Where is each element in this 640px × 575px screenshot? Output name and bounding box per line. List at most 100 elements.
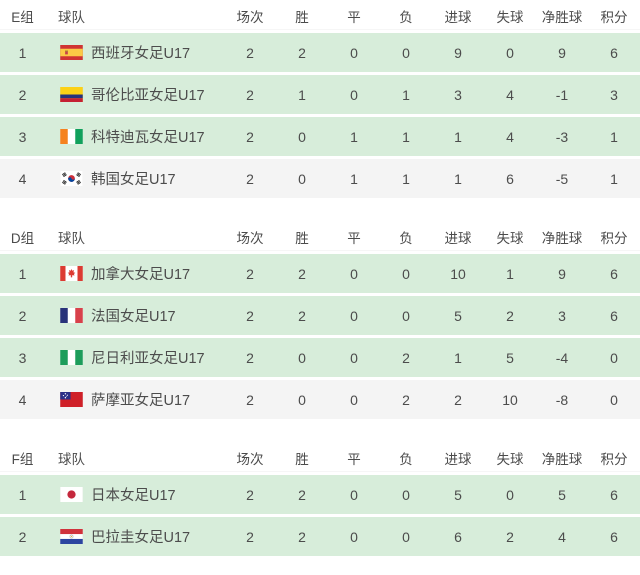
col-header-matches: 场次 <box>236 230 264 246</box>
stat-draws: 1 <box>350 128 358 145</box>
samoa-flag-icon <box>60 392 83 407</box>
stat-losses: 1 <box>402 86 410 103</box>
stat-matches: 2 <box>246 391 254 408</box>
group-table-f: F组 球队 场次 胜 平 负 进球 失球 净胜球 积分 1 日本女足U17 2 … <box>0 444 640 556</box>
stat-goals-for: 1 <box>454 170 462 187</box>
spain-flag-icon <box>60 45 83 60</box>
group-label: F组 <box>11 451 34 467</box>
stat-points: 6 <box>610 528 618 545</box>
stat-wins: 0 <box>298 391 306 408</box>
stat-wins: 2 <box>298 486 306 503</box>
stat-goals-against: 0 <box>506 44 514 61</box>
stat-goal-difference: -1 <box>555 86 569 103</box>
team-name: 西班牙女足U17 <box>91 46 191 62</box>
stat-losses: 0 <box>402 44 410 61</box>
col-header-goal-difference: 净胜球 <box>541 230 583 246</box>
stat-losses: 0 <box>402 528 410 545</box>
rank: 1 <box>18 486 27 503</box>
stat-draws: 1 <box>350 170 358 187</box>
team-name: 哥伦比亚女足U17 <box>91 88 205 104</box>
team-column-header: 球队 <box>58 230 85 246</box>
col-header-wins: 胜 <box>295 230 309 246</box>
stat-points: 1 <box>610 170 618 187</box>
team-row[interactable]: 1 日本女足U17 2 2 0 0 5 0 5 6 <box>0 475 640 514</box>
group-header-row: E组 球队 场次 胜 平 负 进球 失球 净胜球 积分 <box>0 2 640 30</box>
team-row[interactable]: 2 法国女足U17 2 2 0 0 5 2 3 6 <box>0 296 640 335</box>
stat-losses: 1 <box>402 128 410 145</box>
team-row[interactable]: 2 哥伦比亚女足U17 2 1 0 1 3 4 -1 3 <box>0 75 640 114</box>
japan-flag-icon <box>60 487 83 502</box>
stat-wins: 0 <box>298 349 306 366</box>
stat-goals-against: 2 <box>506 307 514 324</box>
stat-draws: 0 <box>350 528 358 545</box>
stat-losses: 0 <box>402 265 410 282</box>
stat-points: 6 <box>610 486 618 503</box>
stat-goal-difference: -5 <box>555 170 569 187</box>
team-name: 日本女足U17 <box>91 488 176 504</box>
rank: 4 <box>18 391 27 408</box>
col-header-matches: 场次 <box>236 451 264 467</box>
stat-goal-difference: 4 <box>558 528 566 545</box>
france-flag-icon <box>60 308 83 323</box>
stat-goals-for: 5 <box>454 307 462 324</box>
team-row[interactable]: 1 加拿大女足U17 2 2 0 0 10 1 9 6 <box>0 254 640 293</box>
team-row[interactable]: 1 西班牙女足U17 2 2 0 0 9 0 9 6 <box>0 33 640 72</box>
rank: 2 <box>18 86 27 103</box>
stat-draws: 0 <box>350 391 358 408</box>
col-header-draws: 平 <box>347 451 361 467</box>
team-name: 科特迪瓦女足U17 <box>91 130 205 146</box>
team-name: 法国女足U17 <box>91 309 176 325</box>
team-column-header: 球队 <box>58 9 85 25</box>
rank: 4 <box>18 170 27 187</box>
stat-draws: 0 <box>350 86 358 103</box>
group-table-d: D组 球队 场次 胜 平 负 进球 失球 净胜球 积分 1 加拿大女足U17 2… <box>0 223 640 419</box>
stat-points: 0 <box>610 349 618 366</box>
stat-goal-difference: 9 <box>558 265 566 282</box>
stat-matches: 2 <box>246 486 254 503</box>
team-row[interactable]: 2 巴拉圭女足U17 2 2 0 0 6 2 4 6 <box>0 517 640 556</box>
stat-goals-for: 9 <box>454 44 462 61</box>
col-header-goals-against: 失球 <box>496 451 524 467</box>
team-name: 萨摩亚女足U17 <box>91 393 191 409</box>
paraguay-flag-icon <box>60 529 83 544</box>
stat-wins: 2 <box>298 307 306 324</box>
stat-points: 1 <box>610 128 618 145</box>
stat-goal-difference: 9 <box>558 44 566 61</box>
col-header-goal-difference: 净胜球 <box>541 451 583 467</box>
col-header-losses: 负 <box>399 9 413 25</box>
stat-points: 3 <box>610 86 618 103</box>
stat-wins: 1 <box>298 86 306 103</box>
stat-draws: 0 <box>350 44 358 61</box>
col-header-goals-against: 失球 <box>496 9 524 25</box>
ivory-coast-flag-icon <box>60 129 83 144</box>
col-header-goals-for: 进球 <box>444 230 472 246</box>
stat-goals-against: 1 <box>506 265 514 282</box>
stat-wins: 0 <box>298 128 306 145</box>
team-row[interactable]: 3 科特迪瓦女足U17 2 0 1 1 1 4 -3 1 <box>0 117 640 156</box>
col-header-wins: 胜 <box>295 9 309 25</box>
team-name: 尼日利亚女足U17 <box>91 351 205 367</box>
stat-goals-for: 2 <box>454 391 462 408</box>
team-row[interactable]: 4 萨摩亚女足U17 2 0 0 2 2 10 -8 0 <box>0 380 640 419</box>
rank: 3 <box>18 349 27 366</box>
team-row[interactable]: 4 韩国女足U17 2 0 1 1 1 6 -5 1 <box>0 159 640 198</box>
stat-losses: 2 <box>402 349 410 366</box>
team-column-header: 球队 <box>58 451 85 467</box>
team-row[interactable]: 3 尼日利亚女足U17 2 0 0 2 1 5 -4 0 <box>0 338 640 377</box>
stat-matches: 2 <box>246 265 254 282</box>
rank: 3 <box>18 128 27 145</box>
stat-draws: 0 <box>350 265 358 282</box>
rank: 2 <box>18 528 27 545</box>
nigeria-flag-icon <box>60 350 83 365</box>
rank: 1 <box>18 44 27 61</box>
col-header-goals-for: 进球 <box>444 9 472 25</box>
group-table-e: E组 球队 场次 胜 平 负 进球 失球 净胜球 积分 1 西班牙女足U17 2… <box>0 2 640 198</box>
stat-goals-for: 6 <box>454 528 462 545</box>
canada-flag-icon <box>60 266 83 281</box>
stat-goal-difference: -3 <box>555 128 569 145</box>
stat-matches: 2 <box>246 170 254 187</box>
team-name: 韩国女足U17 <box>91 172 176 188</box>
stat-wins: 2 <box>298 44 306 61</box>
stat-goal-difference: 5 <box>558 486 566 503</box>
